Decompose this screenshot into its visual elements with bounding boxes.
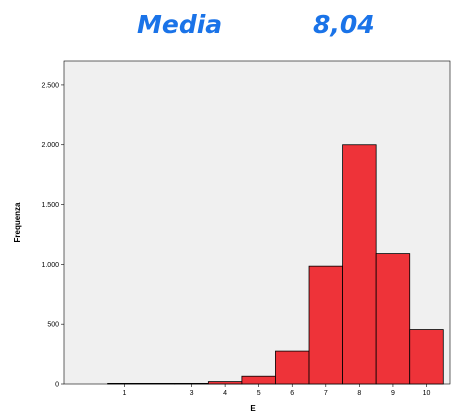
histogram-bar-3 <box>207 381 243 385</box>
histogram-bar-2 <box>174 383 209 385</box>
x-axis-title: E <box>250 404 256 412</box>
histogram-bar-4 <box>241 375 276 385</box>
x-tick-label: 7 <box>324 390 328 397</box>
x-tick-label: 6 <box>290 390 294 397</box>
y-tick-label: 0 <box>55 382 59 389</box>
y-axis-title: Frequenza <box>13 202 22 243</box>
histogram-bar-8 <box>375 253 411 385</box>
y-tick-label: 1.500 <box>41 202 59 209</box>
x-tick-label: 9 <box>391 390 395 397</box>
bars-group <box>107 144 444 385</box>
x-axis: 1 3 4 5 6 7 8 9 10 <box>122 384 430 397</box>
histogram-bar-9 <box>409 329 444 385</box>
mean-value: 8,04 <box>313 10 375 39</box>
y-tick-label: 2.000 <box>41 142 59 149</box>
x-tick-label: 5 <box>257 390 261 397</box>
y-tick-label: 2.500 <box>41 82 59 89</box>
mean-label: Media <box>137 10 223 39</box>
histogram-bar-5 <box>275 350 310 385</box>
x-tick-label: 10 <box>423 390 431 397</box>
x-tick-label: 1 <box>122 390 126 397</box>
y-axis: 0 500 1.000 1.500 2.000 2.500 <box>41 82 64 389</box>
x-tick-label: 3 <box>190 390 194 397</box>
x-tick-label: 8 <box>357 390 361 397</box>
y-tick-label: 1.000 <box>41 262 59 269</box>
x-tick-label: 4 <box>223 390 227 397</box>
y-tick-label: 500 <box>47 322 59 329</box>
histogram-bar-6 <box>308 265 343 385</box>
header: Media 8,04 <box>0 6 451 46</box>
histogram-bar-7 <box>342 144 377 385</box>
histogram-bar-1 <box>107 383 176 385</box>
